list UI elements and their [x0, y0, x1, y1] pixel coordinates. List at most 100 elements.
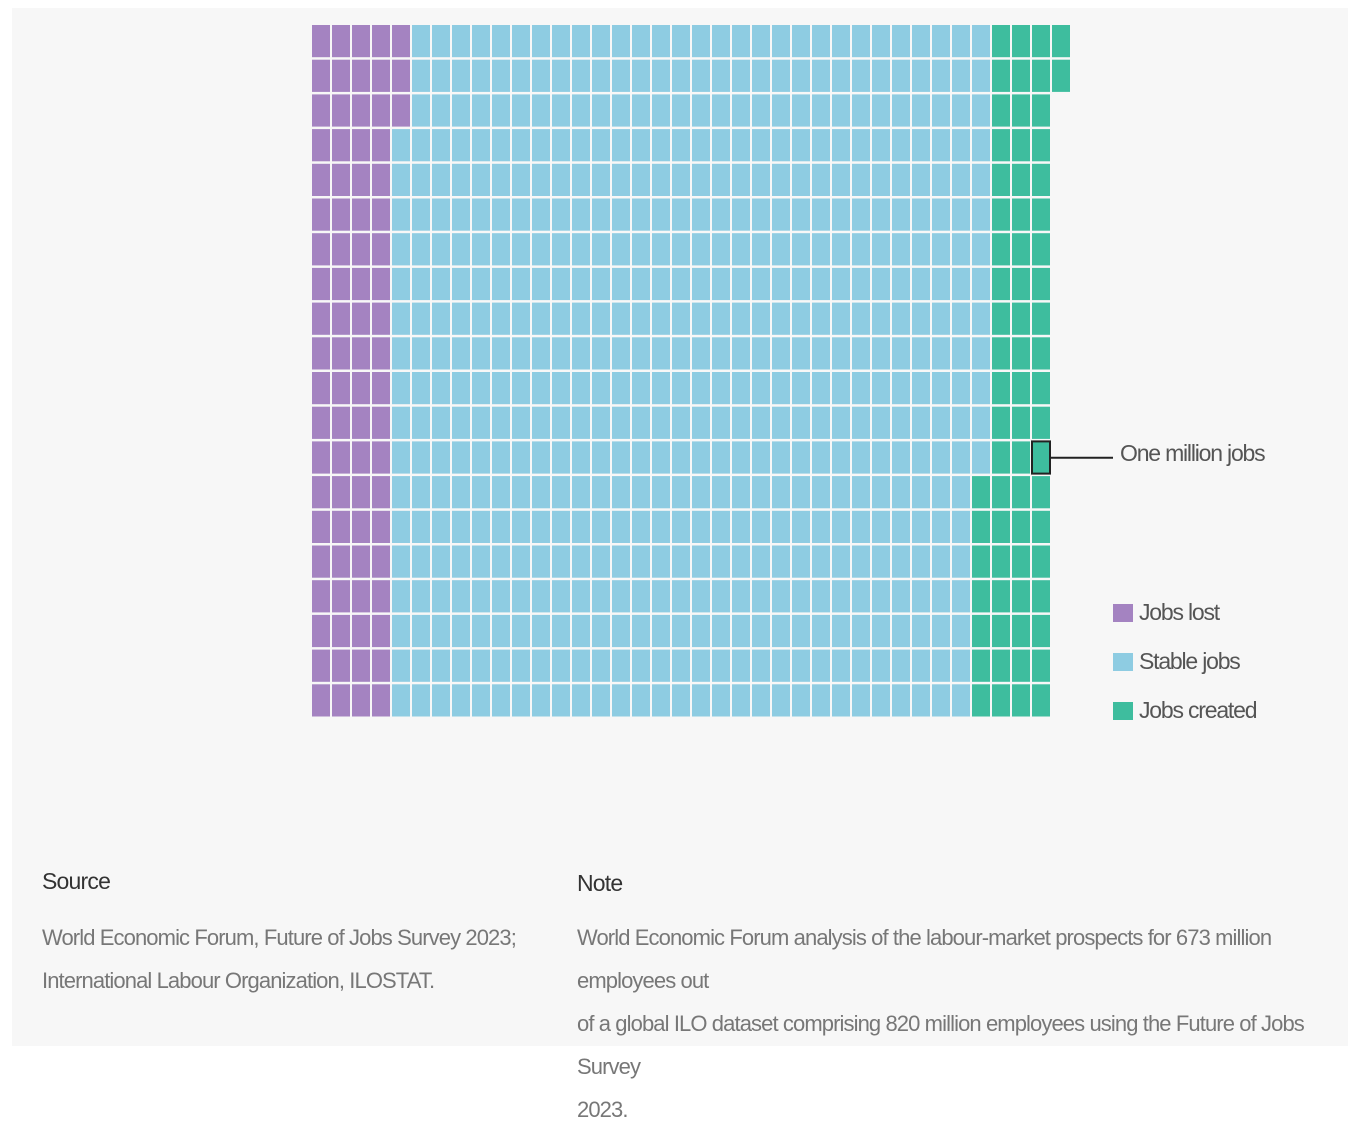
- waffle-cell-stable-jobs: [472, 510, 490, 543]
- waffle-cell-stable-jobs: [532, 406, 550, 439]
- waffle-cell-jobs-lost: [372, 233, 390, 266]
- waffle-cell-stable-jobs: [792, 614, 810, 648]
- waffle-cell-jobs-lost: [332, 302, 350, 335]
- waffle-cell-stable-jobs: [532, 94, 550, 127]
- waffle-cell-jobs-created: [1032, 580, 1050, 613]
- waffle-cell-stable-jobs: [792, 163, 810, 196]
- waffle-cell-stable-jobs: [872, 267, 890, 301]
- waffle-cell-stable-jobs: [492, 580, 510, 613]
- waffle-cell-jobs-created: [1032, 476, 1050, 509]
- legend: Jobs lost Stable jobs Jobs created: [1113, 588, 1257, 735]
- waffle-cell-stable-jobs: [892, 545, 910, 578]
- waffle-cell-stable-jobs: [532, 614, 550, 648]
- waffle-cell-jobs-created: [992, 580, 1010, 613]
- waffle-cell-stable-jobs: [972, 372, 990, 405]
- waffle-cell-jobs-lost: [312, 649, 330, 682]
- waffle-cell-jobs-lost: [392, 94, 410, 127]
- waffle-cell-stable-jobs: [892, 94, 910, 127]
- waffle-cell-stable-jobs: [492, 372, 510, 405]
- waffle-cell-stable-jobs: [672, 337, 690, 370]
- waffle-cell-stable-jobs: [732, 649, 750, 682]
- waffle-cell-jobs-created: [1012, 476, 1030, 509]
- waffle-cell-stable-jobs: [652, 59, 670, 92]
- waffle-cell-stable-jobs: [592, 684, 610, 717]
- waffle-cell-stable-jobs: [552, 337, 570, 370]
- waffle-cell-stable-jobs: [912, 545, 930, 578]
- waffle-cell-stable-jobs: [452, 580, 470, 613]
- waffle-cell-stable-jobs: [592, 580, 610, 613]
- waffle-cell-stable-jobs: [492, 684, 510, 717]
- waffle-cell-stable-jobs: [972, 406, 990, 439]
- waffle-cell-stable-jobs: [552, 129, 570, 162]
- waffle-cell-stable-jobs: [792, 406, 810, 439]
- waffle-cell-stable-jobs: [532, 510, 550, 543]
- waffle-cell-stable-jobs: [652, 25, 670, 58]
- waffle-cell-stable-jobs: [532, 545, 550, 578]
- waffle-cell-stable-jobs: [392, 580, 410, 613]
- waffle-cell-stable-jobs: [632, 441, 650, 474]
- waffle-cell-stable-jobs: [392, 198, 410, 231]
- waffle-cell-jobs-created: [1012, 163, 1030, 196]
- waffle-cell-stable-jobs: [472, 337, 490, 370]
- waffle-cell-stable-jobs: [812, 163, 830, 196]
- waffle-cell-stable-jobs: [652, 649, 670, 682]
- waffle-cell-stable-jobs: [512, 59, 530, 92]
- waffle-cell-stable-jobs: [812, 649, 830, 682]
- waffle-cell-stable-jobs: [532, 476, 550, 509]
- waffle-cell-jobs-created: [1012, 580, 1030, 613]
- waffle-cell-stable-jobs: [592, 233, 610, 266]
- waffle-cell-stable-jobs: [472, 649, 490, 682]
- waffle-cell-stable-jobs: [792, 684, 810, 717]
- waffle-cell-stable-jobs: [652, 406, 670, 439]
- waffle-cell-stable-jobs: [532, 59, 550, 92]
- waffle-cell-jobs-created: [992, 94, 1010, 127]
- waffle-cell-stable-jobs: [932, 580, 950, 613]
- waffle-cell-stable-jobs: [452, 233, 470, 266]
- waffle-cell-stable-jobs: [772, 372, 790, 405]
- waffle-cell-stable-jobs: [612, 94, 630, 127]
- waffle-cell-stable-jobs: [512, 580, 530, 613]
- waffle-cell-stable-jobs: [552, 476, 570, 509]
- waffle-cell-stable-jobs: [412, 337, 430, 370]
- waffle-cell-stable-jobs: [592, 267, 610, 301]
- waffle-cell-stable-jobs: [972, 59, 990, 92]
- legend-label-jobs-created: Jobs created: [1139, 697, 1257, 723]
- waffle-cell-stable-jobs: [432, 476, 450, 509]
- waffle-cell-stable-jobs: [792, 129, 810, 162]
- waffle-cell-stable-jobs: [692, 302, 710, 335]
- waffle-cell-stable-jobs: [692, 684, 710, 717]
- waffle-cell-stable-jobs: [752, 510, 770, 543]
- waffle-cell-stable-jobs: [532, 580, 550, 613]
- waffle-cell-stable-jobs: [852, 25, 870, 58]
- waffle-cell-jobs-lost: [352, 476, 370, 509]
- waffle-cell-jobs-created: [1032, 25, 1050, 58]
- waffle-cell-jobs-created: [1012, 25, 1030, 58]
- waffle-cell-stable-jobs: [672, 129, 690, 162]
- waffle-cell-stable-jobs: [692, 267, 710, 301]
- waffle-cell-jobs-lost: [352, 510, 370, 543]
- waffle-cell-stable-jobs: [712, 684, 730, 717]
- waffle-cell-stable-jobs: [492, 510, 510, 543]
- waffle-cell-stable-jobs: [892, 684, 910, 717]
- waffle-cell-stable-jobs: [592, 372, 610, 405]
- waffle-cell-stable-jobs: [532, 267, 550, 301]
- waffle-cell-jobs-lost: [312, 510, 330, 543]
- waffle-cell-jobs-created: [992, 337, 1010, 370]
- waffle-cell-jobs-lost: [312, 233, 330, 266]
- waffle-cell-jobs-created: [1012, 129, 1030, 162]
- waffle-cell-stable-jobs: [752, 406, 770, 439]
- waffle-cell-stable-jobs: [572, 476, 590, 509]
- waffle-cell-jobs-lost: [372, 614, 390, 648]
- waffle-cell-stable-jobs: [852, 441, 870, 474]
- waffle-cell-stable-jobs: [972, 441, 990, 474]
- waffle-cell-stable-jobs: [452, 510, 470, 543]
- note-text: World Economic Forum analysis of the lab…: [577, 916, 1350, 1131]
- waffle-cell-stable-jobs: [752, 545, 770, 578]
- waffle-cell-stable-jobs: [692, 476, 710, 509]
- waffle-cell-stable-jobs: [692, 406, 710, 439]
- waffle-cell-stable-jobs: [952, 129, 970, 162]
- waffle-cell-stable-jobs: [852, 614, 870, 648]
- waffle-cell-stable-jobs: [672, 649, 690, 682]
- waffle-cell-stable-jobs: [832, 337, 850, 370]
- waffle-cell-stable-jobs: [912, 649, 930, 682]
